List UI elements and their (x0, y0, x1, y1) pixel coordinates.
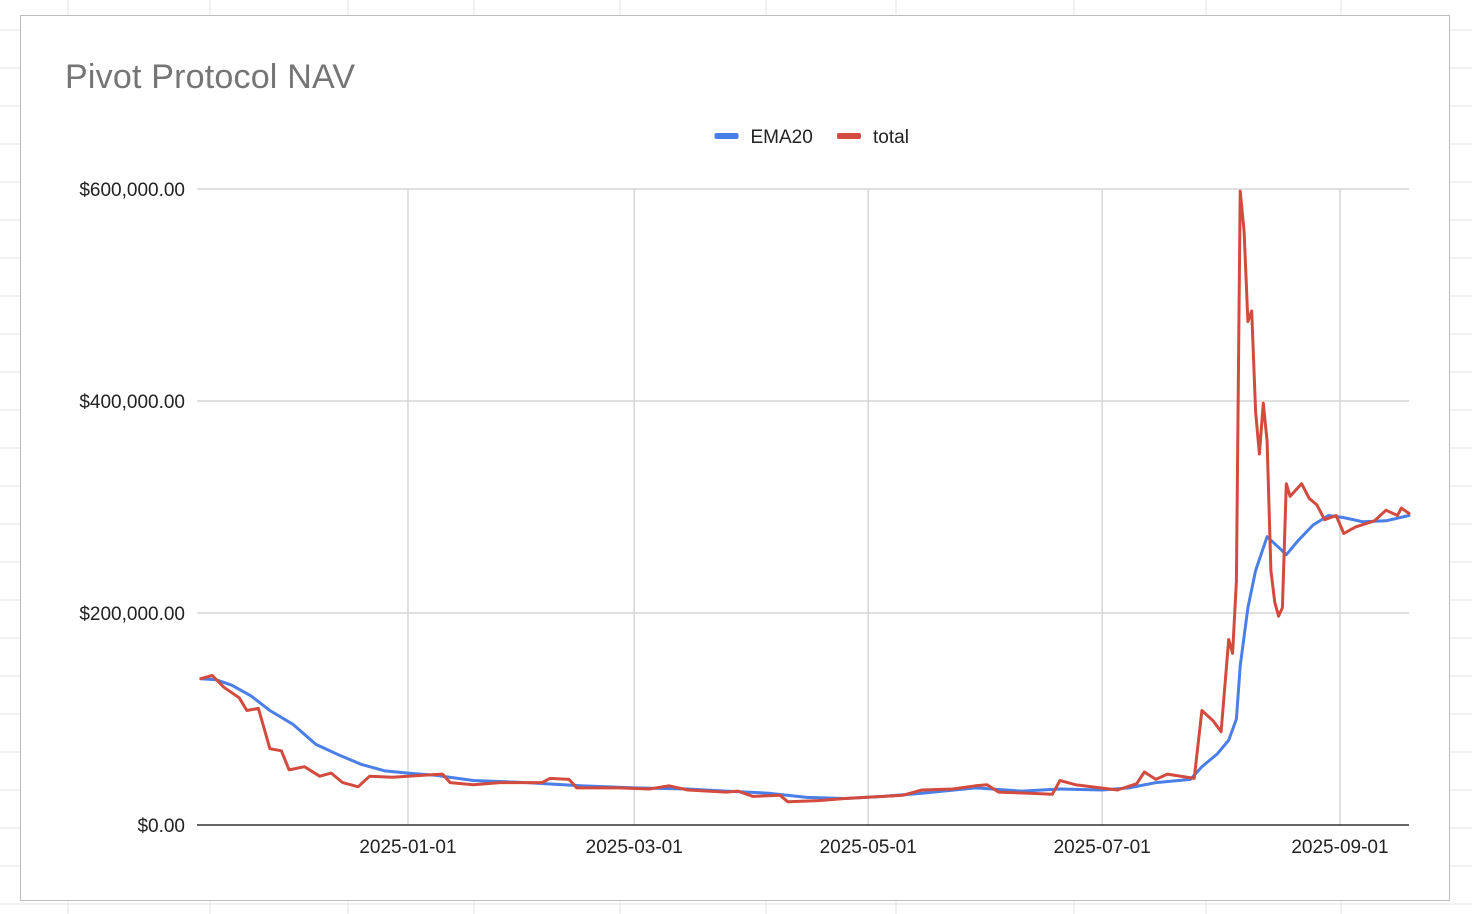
x-tick-label: 2025-07-01 (1054, 837, 1151, 858)
y-tick-label: $600,000.00 (79, 180, 185, 201)
line-chart: $0.00 $200,000.00 $400,000.00 $600,000.00 20… (79, 127, 1411, 858)
y-tick-label: $400,000.00 (79, 392, 185, 413)
chart-container[interactable]: Pivot Protocol NAV $0.00 $200,000.00 $400,… (20, 15, 1450, 901)
legend-label-total[interactable]: total (873, 127, 909, 148)
x-tick-label: 2025-05-01 (820, 837, 917, 858)
legend-label-ema20[interactable]: EMA20 (751, 127, 813, 148)
legend-swatch-ema20 (714, 133, 739, 139)
series-line-total[interactable] (199, 189, 1411, 804)
y-tick-label: $200,000.00 (79, 604, 185, 625)
series-line-ema20[interactable] (199, 514, 1411, 800)
legend-swatch-total (837, 133, 861, 139)
x-tick-label: 2025-09-01 (1291, 837, 1388, 858)
chart-title: Pivot Protocol NAV (65, 58, 356, 96)
x-tick-label: 2025-03-01 (586, 837, 683, 858)
x-tick-label: 2025-01-01 (359, 837, 456, 858)
y-tick-label: $0.00 (137, 816, 185, 837)
